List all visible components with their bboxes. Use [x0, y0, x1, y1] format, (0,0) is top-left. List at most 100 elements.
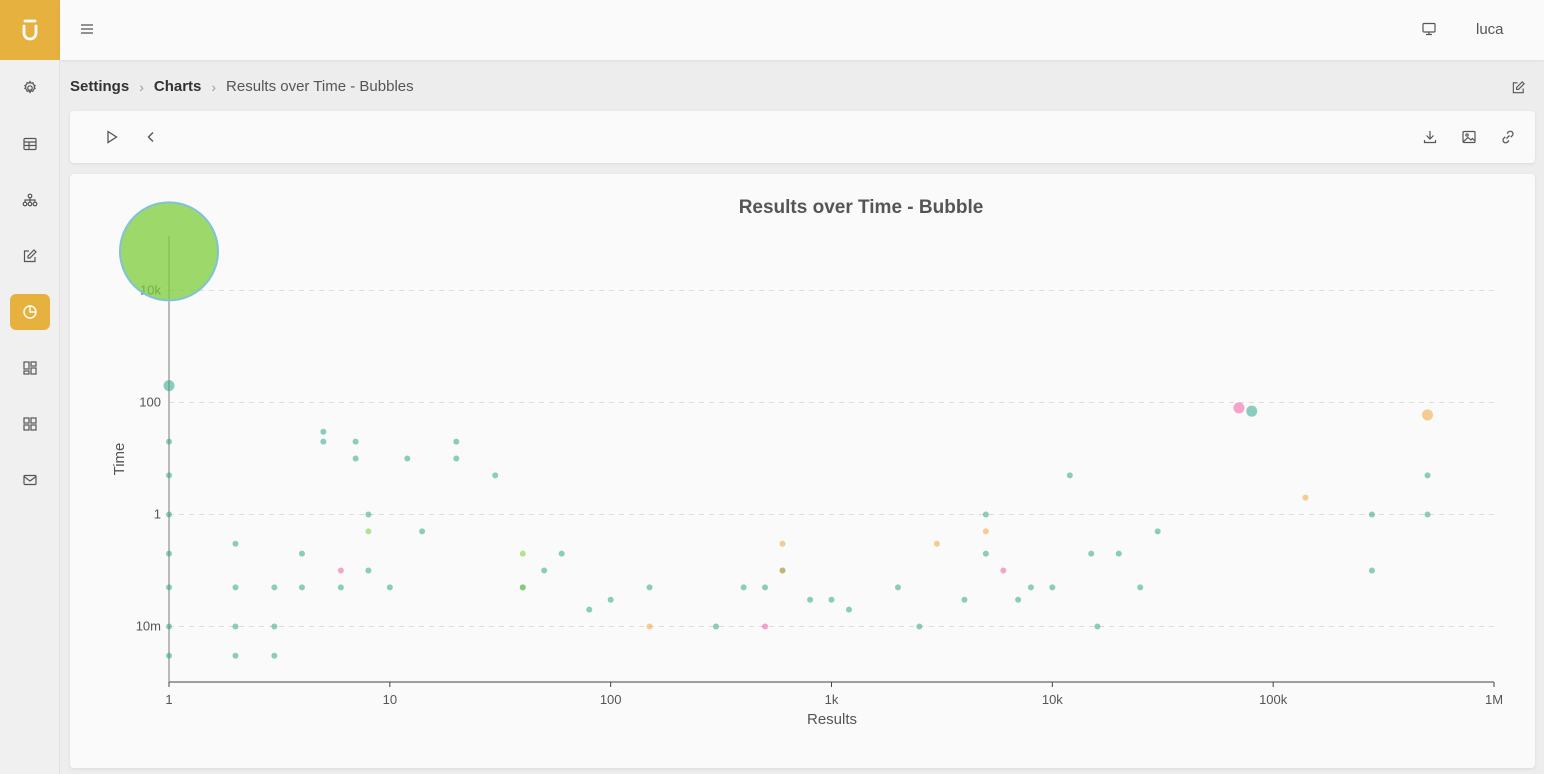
data-point — [1302, 494, 1309, 501]
data-point — [762, 623, 769, 630]
sidebar-item-settings[interactable] — [10, 70, 50, 106]
image-icon[interactable] — [1461, 129, 1477, 145]
chevron-left-icon[interactable] — [143, 129, 159, 145]
pie-chart-icon — [23, 305, 37, 319]
chart-title: Results over Time - Bubble — [739, 197, 984, 218]
settings-icon — [24, 80, 36, 94]
data-point — [845, 606, 852, 613]
breadcrumb: Settings › Charts › Results over Time - … — [70, 78, 414, 95]
download-icon[interactable] — [1422, 129, 1438, 145]
data-point — [337, 567, 344, 574]
data-point — [740, 584, 747, 591]
sidebar-item-editor[interactable] — [10, 238, 50, 274]
chevron-right-icon: › — [139, 78, 144, 95]
data-point — [1246, 405, 1258, 417]
data-point — [337, 584, 344, 591]
sidebar-item-hierarchy[interactable] — [10, 182, 50, 218]
data-point — [1027, 584, 1034, 591]
data-point — [961, 596, 968, 603]
data-point — [828, 596, 835, 603]
data-point — [713, 623, 720, 630]
mail-icon — [23, 474, 37, 486]
y-tick-label: 1 — [154, 507, 161, 522]
data-point — [933, 540, 940, 547]
data-point — [271, 623, 278, 630]
bubble-chart[interactable]: Results over Time - Bubble 1 10 100 1k 10k 10… — [70, 174, 1535, 768]
data-point — [365, 528, 372, 535]
sidebar-item-mail[interactable] — [10, 462, 50, 498]
play-icon[interactable] — [104, 129, 120, 145]
data-point — [166, 623, 172, 630]
data-point — [1233, 402, 1245, 414]
breadcrumb-settings[interactable]: Settings — [70, 78, 130, 95]
sidebar-item-grid[interactable] — [10, 406, 50, 442]
data-point — [232, 540, 239, 547]
data-point — [1368, 511, 1375, 518]
data-point — [982, 511, 989, 518]
data-point — [320, 438, 327, 445]
data-point — [646, 623, 653, 630]
data-point — [320, 428, 327, 435]
data-point — [298, 550, 305, 557]
data-point — [916, 623, 923, 630]
data-point — [607, 596, 614, 603]
x-tick-label: 1M — [1485, 692, 1503, 707]
sidebar — [0, 0, 60, 774]
sidebar-item-tables[interactable] — [10, 126, 50, 162]
user-name[interactable]: luca — [1476, 21, 1504, 38]
table-icon — [23, 137, 37, 151]
data-point — [298, 584, 305, 591]
data-point — [1115, 550, 1122, 557]
x-tick-label: 1 — [165, 692, 172, 707]
data-point — [352, 438, 359, 445]
y-axis-label: Time — [111, 443, 128, 476]
data-point — [1368, 567, 1375, 574]
data-point — [453, 455, 460, 462]
data-point — [166, 438, 172, 445]
y-tick-label: 10m — [136, 619, 161, 634]
grid-icon — [23, 417, 37, 431]
breadcrumb-current: Results over Time - Bubbles — [226, 78, 414, 95]
data-point — [807, 596, 814, 603]
x-tick-label: 100k — [1259, 692, 1288, 707]
data-point — [365, 511, 372, 518]
sidebar-item-dashboards[interactable] — [10, 350, 50, 386]
data-point — [1088, 550, 1095, 557]
data-point — [519, 584, 526, 591]
x-axis-label: Results — [807, 711, 857, 728]
edit-icon[interactable] — [1511, 80, 1526, 95]
menu-icon[interactable] — [80, 22, 94, 36]
data-point — [271, 584, 278, 591]
data-point — [779, 540, 786, 547]
hierarchy-icon — [22, 193, 38, 207]
x-tick-label: 10k — [1042, 692, 1063, 707]
data-point — [1049, 584, 1056, 591]
dashboard-icon — [23, 361, 37, 375]
data-point — [982, 528, 989, 535]
monitor-icon[interactable] — [1421, 21, 1437, 37]
data-point — [1424, 472, 1431, 479]
chart-card: Results over Time - Bubble 1 10 100 1k 10k 10… — [70, 174, 1535, 768]
data-point — [166, 584, 172, 591]
data-point — [762, 584, 769, 591]
data-point — [163, 380, 175, 392]
data-point — [492, 472, 499, 479]
data-point — [541, 567, 548, 574]
x-tick-label: 10 — [383, 692, 397, 707]
link-icon[interactable] — [1500, 129, 1516, 145]
sidebar-item-charts[interactable] — [10, 294, 50, 330]
data-point — [894, 584, 901, 591]
data-point — [232, 652, 239, 659]
data-point — [419, 528, 426, 535]
data-point — [1424, 511, 1431, 518]
x-tick-label: 100 — [600, 692, 622, 707]
app-logo-icon[interactable] — [0, 0, 60, 60]
x-tick-label: 1k — [825, 692, 839, 707]
data-point — [232, 584, 239, 591]
data-point — [1000, 567, 1007, 574]
data-point — [166, 550, 172, 557]
breadcrumb-charts[interactable]: Charts — [153, 78, 202, 95]
data-point — [271, 652, 278, 659]
data-point — [519, 550, 526, 557]
data-point — [646, 584, 653, 591]
